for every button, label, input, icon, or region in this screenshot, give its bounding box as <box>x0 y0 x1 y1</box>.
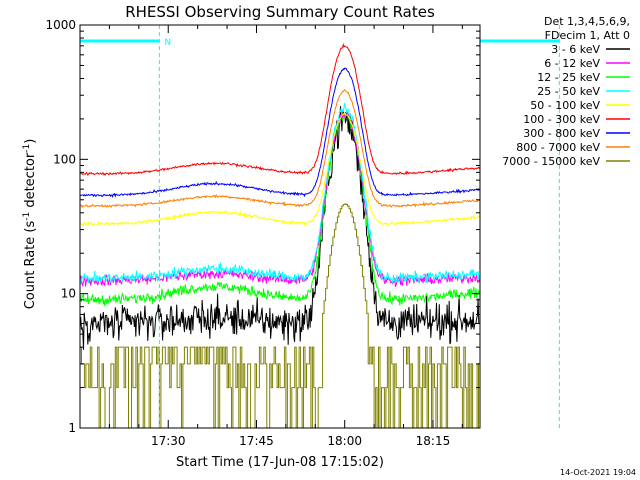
legend-label: 300 - 800 keV <box>523 127 600 140</box>
plot-frame <box>79 24 481 429</box>
y-axis-label-sup1: -1 <box>22 212 32 221</box>
series-line-300-800keV <box>79 67 480 199</box>
x-tick-label: 17:30 <box>151 434 186 448</box>
series-line-800-7000keV <box>79 89 480 209</box>
series-line-7000-15000keV <box>80 203 481 429</box>
y-axis-label-mid: detector <box>23 152 38 212</box>
legend-label: 50 - 100 keV <box>530 99 600 112</box>
legend-label: 7000 - 15000 keV <box>502 155 600 168</box>
y-tick-label: 1000 <box>45 18 76 32</box>
legend-label: 3 - 6 keV <box>551 43 600 56</box>
legend-label: 100 - 300 keV <box>523 113 600 126</box>
legend-label: 6 - 12 keV <box>544 57 600 70</box>
series-line-3-6keV <box>79 106 480 350</box>
x-axis-label: Start Time (17-Jun-08 17:15:02) <box>176 455 384 470</box>
x-tick-label: 18:00 <box>327 434 362 448</box>
legend: Det 1,3,4,5,6,9, FDecim 1, Att 0 3 - 6 k… <box>502 15 630 168</box>
legend-label: 800 - 7000 keV <box>516 141 600 154</box>
legend-header-decimation: FDecim 1, Att 0 <box>545 29 630 42</box>
y-tick-label: 100 <box>53 152 76 166</box>
y-axis-label-main: Count Rate (s <box>23 221 38 310</box>
legend-header-detectors: Det 1,3,4,5,6,9, <box>544 15 630 28</box>
night-label: N <box>164 38 171 48</box>
series-line-50-100keV <box>79 112 480 227</box>
y-axis-label-end: ) <box>23 139 38 144</box>
x-tick-label: 17:45 <box>239 434 274 448</box>
y-tick-label: 10 <box>61 287 76 301</box>
x-tick-label: 18:15 <box>416 434 451 448</box>
series-line-100-300keV <box>79 42 480 176</box>
legend-label: 12 - 25 keV <box>537 71 600 84</box>
y-axis-label-sup2: -1 <box>22 144 32 153</box>
y-tick-label: 1 <box>68 421 76 435</box>
series-line-25-50keV <box>79 102 480 284</box>
legend-label: 25 - 50 keV <box>537 85 600 98</box>
y-axis-label: Count Rate (s-1 detector-1) <box>22 139 38 310</box>
series-line-12-25keV <box>79 110 480 307</box>
chart-title: RHESSI Observing Summary Count Rates <box>125 3 435 21</box>
footer-timestamp: 14-Oct-2021 19:04 <box>560 468 636 477</box>
